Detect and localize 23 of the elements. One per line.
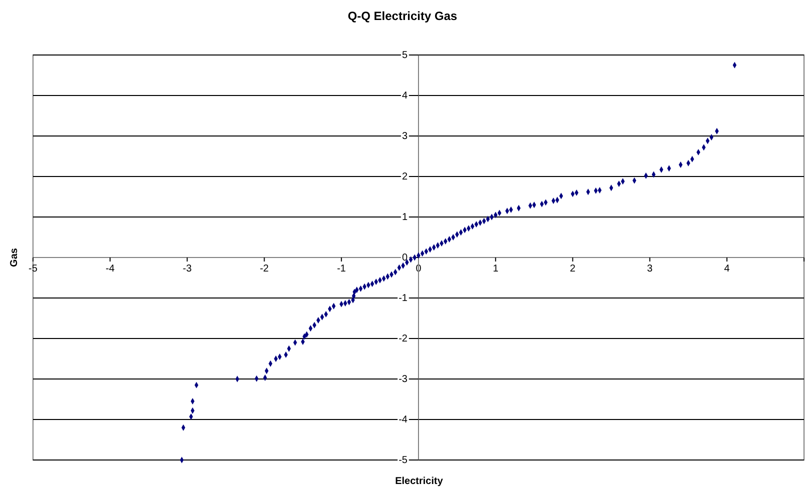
y-axis-title: Gas (9, 248, 20, 267)
y-tick-label: 1 (402, 212, 408, 224)
x-tick-label: -3 (182, 264, 192, 275)
x-tick-label: -1 (336, 264, 346, 275)
chart-title: Q-Q Electricity Gas (348, 9, 458, 23)
x-tick-label: 4 (724, 264, 730, 275)
x-tick-label: -4 (106, 264, 115, 275)
y-tick-label: -2 (398, 334, 408, 345)
y-tick-label: -4 (398, 414, 408, 426)
x-tick-label: 1 (492, 264, 499, 275)
y-tick-label: -1 (398, 293, 408, 304)
x-axis-title: Electricity (395, 476, 444, 487)
x-tick-label: 3 (647, 264, 654, 275)
y-tick-label: 4 (402, 90, 408, 102)
y-tick-label: 3 (402, 131, 408, 142)
y-tick-label: 5 (402, 50, 408, 62)
y-tick-label: -3 (398, 374, 408, 386)
y-tick-label: 0 (402, 252, 408, 264)
x-tick-label: -2 (260, 264, 270, 275)
y-tick-label: 2 (402, 172, 408, 183)
x-tick-label: 2 (570, 264, 576, 275)
x-tick-label: -5 (28, 264, 38, 275)
y-tick-label: -5 (398, 455, 408, 466)
